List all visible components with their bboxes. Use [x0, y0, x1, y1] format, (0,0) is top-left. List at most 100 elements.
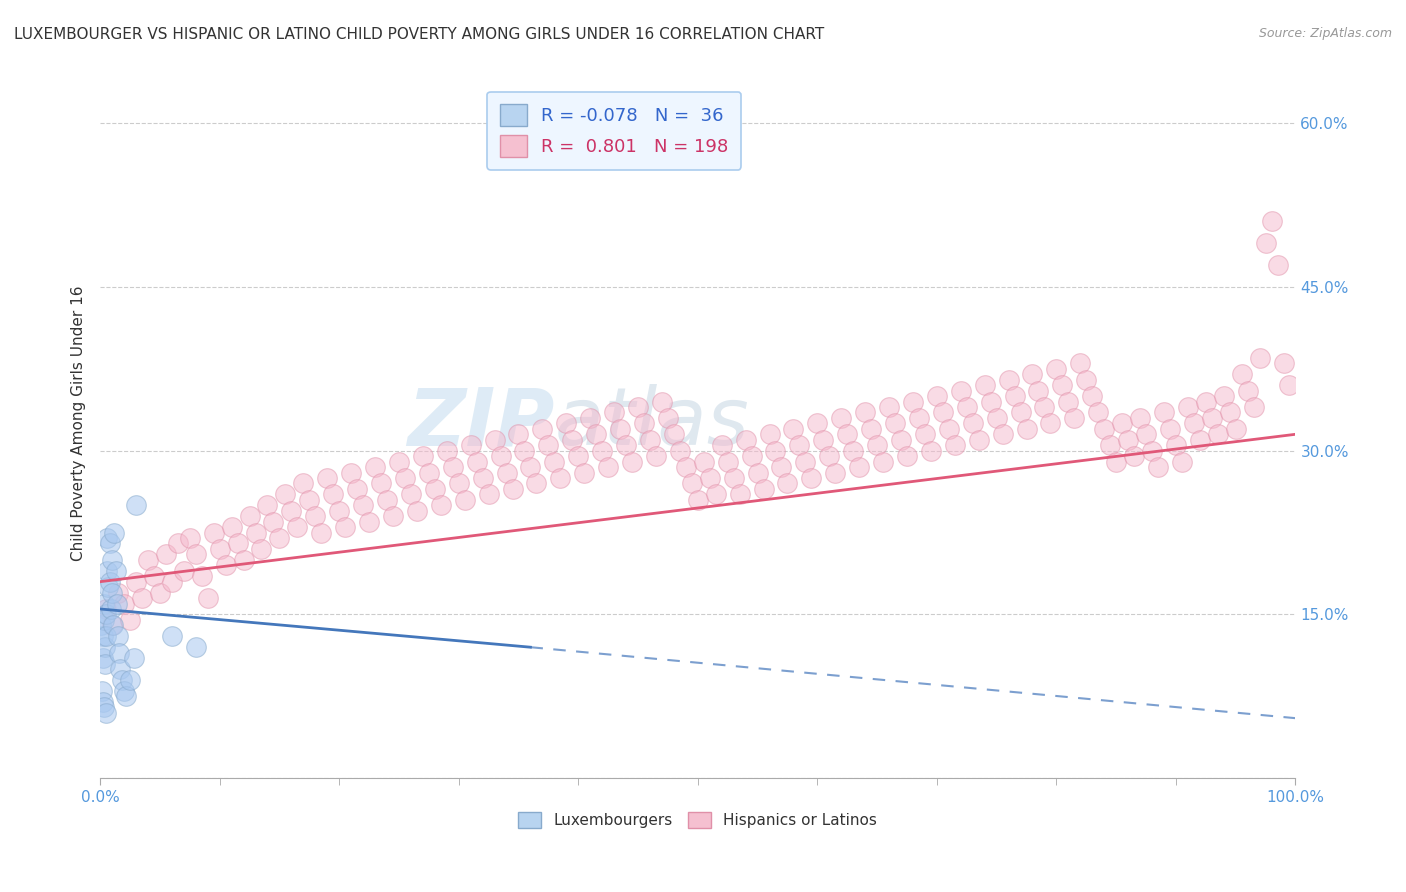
Y-axis label: Child Poverty Among Girls Under 16: Child Poverty Among Girls Under 16	[72, 285, 86, 561]
Point	[638, 433, 661, 447]
Point	[96, 564, 118, 578]
Point	[609, 422, 631, 436]
Point	[502, 482, 524, 496]
Point	[226, 536, 249, 550]
Point	[104, 564, 127, 578]
Point	[460, 438, 482, 452]
Point	[1099, 438, 1122, 452]
Point	[412, 449, 434, 463]
Point	[758, 427, 780, 442]
Point	[997, 373, 1019, 387]
Point	[734, 433, 756, 447]
Point	[359, 515, 381, 529]
Point	[519, 460, 541, 475]
Point	[789, 438, 811, 452]
Point	[197, 591, 219, 605]
Point	[956, 400, 979, 414]
Point	[1182, 417, 1205, 431]
Point	[1135, 427, 1157, 442]
Point	[752, 482, 775, 496]
Point	[304, 509, 326, 524]
Point	[1039, 417, 1062, 431]
Point	[824, 466, 846, 480]
Point	[1195, 394, 1218, 409]
Point	[1201, 411, 1223, 425]
Point	[149, 585, 172, 599]
Point	[848, 460, 870, 475]
Point	[91, 629, 114, 643]
Point	[484, 433, 506, 447]
Point	[112, 684, 135, 698]
Point	[478, 487, 501, 501]
Point	[561, 433, 583, 447]
Text: atlas: atlas	[554, 384, 749, 462]
Point	[1206, 427, 1229, 442]
Point	[256, 498, 278, 512]
Point	[938, 422, 960, 436]
Point	[98, 574, 121, 589]
Point	[806, 417, 828, 431]
Point	[508, 427, 530, 442]
Point	[166, 536, 188, 550]
Point	[101, 553, 124, 567]
Point	[232, 553, 254, 567]
Point	[901, 394, 924, 409]
Point	[860, 422, 883, 436]
Text: Source: ZipAtlas.com: Source: ZipAtlas.com	[1258, 27, 1392, 40]
Point	[436, 443, 458, 458]
Point	[221, 520, 243, 534]
Text: ZIP: ZIP	[406, 384, 554, 462]
Point	[1087, 405, 1109, 419]
Point	[537, 438, 560, 452]
Point	[1021, 368, 1043, 382]
Point	[107, 629, 129, 643]
Point	[1010, 405, 1032, 419]
Point	[884, 417, 907, 431]
Point	[657, 411, 679, 425]
Point	[741, 449, 763, 463]
Point	[309, 525, 332, 540]
Point	[645, 449, 668, 463]
Point	[90, 618, 112, 632]
Point	[681, 476, 703, 491]
Point	[896, 449, 918, 463]
Point	[710, 438, 733, 452]
Point	[943, 438, 966, 452]
Point	[115, 690, 138, 704]
Point	[585, 427, 607, 442]
Point	[1076, 373, 1098, 387]
Point	[574, 466, 596, 480]
Point	[818, 449, 841, 463]
Point	[91, 695, 114, 709]
Point	[160, 629, 183, 643]
Point	[1015, 422, 1038, 436]
Point	[949, 384, 972, 398]
Point	[262, 515, 284, 529]
Point	[765, 443, 787, 458]
Point	[274, 487, 297, 501]
Point	[1267, 258, 1289, 272]
Point	[1254, 236, 1277, 251]
Point	[465, 454, 488, 468]
Point	[202, 525, 225, 540]
Point	[986, 411, 1008, 425]
Point	[513, 443, 536, 458]
Point	[131, 591, 153, 605]
Point	[1177, 400, 1199, 414]
Point	[962, 417, 984, 431]
Point	[890, 433, 912, 447]
Point	[1140, 443, 1163, 458]
Point	[932, 405, 955, 419]
Point	[399, 487, 422, 501]
Point	[93, 613, 115, 627]
Point	[866, 438, 889, 452]
Point	[190, 569, 212, 583]
Point	[662, 427, 685, 442]
Point	[579, 411, 602, 425]
Point	[603, 405, 626, 419]
Point	[103, 525, 125, 540]
Point	[136, 553, 159, 567]
Point	[1111, 417, 1133, 431]
Point	[388, 454, 411, 468]
Point	[430, 498, 453, 512]
